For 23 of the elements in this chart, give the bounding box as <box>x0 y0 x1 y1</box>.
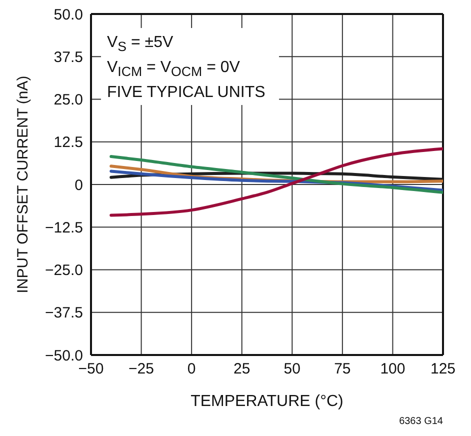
line-series <box>110 155 443 194</box>
y-tick-label: 0 <box>74 176 83 194</box>
x-tick-label: 0 <box>187 360 196 378</box>
y-tick-label: 37.5 <box>54 48 83 66</box>
y-tick-label: −12.5 <box>45 219 83 236</box>
y-tick-label: −25.0 <box>45 262 83 280</box>
x-tick-label: 125 <box>430 360 456 378</box>
annotation: V$_{ICM}$ = V$_{OCM}$ = 0V <box>107 58 241 82</box>
x-tick-label: 25 <box>234 360 250 378</box>
y-tick-label: 25.0 <box>54 92 83 109</box>
y-axis-title: INPUT OFFSET CURRENT (nA) <box>14 76 32 294</box>
annotation: V$_{S}$ = ±5V <box>107 33 174 56</box>
line-series <box>110 147 443 217</box>
text: 6363 G14 <box>399 416 443 427</box>
annotation: FIVE TYPICAL UNITS <box>107 83 266 104</box>
x-tick-label: 75 <box>334 360 351 378</box>
x-tick-label: −25 <box>128 360 154 378</box>
y-tick-label: −37.5 <box>45 304 83 322</box>
x-tick-label: 50 <box>284 360 300 378</box>
y-tick-label: 12.5 <box>54 134 83 152</box>
x-axis-title: TEMPERATURE (°C) <box>190 393 344 410</box>
x-tick-label: 100 <box>380 360 406 378</box>
y-tick-label: 50.0 <box>54 6 83 24</box>
